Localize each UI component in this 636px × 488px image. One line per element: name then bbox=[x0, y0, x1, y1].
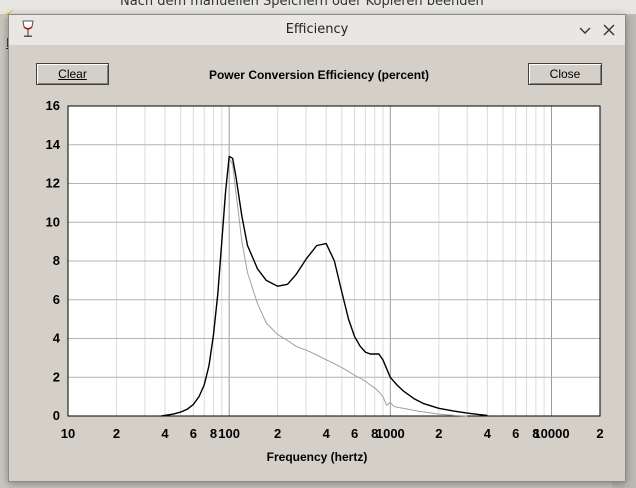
y-tick-label: 2 bbox=[53, 369, 60, 384]
efficiency-series-line bbox=[161, 155, 488, 417]
x-tick-label: 8 bbox=[371, 426, 378, 441]
plot-border bbox=[67, 105, 601, 417]
y-tick-label: 0 bbox=[53, 408, 60, 423]
x-axis-label: Frequency (hertz) bbox=[266, 450, 368, 464]
y-tick-label: 6 bbox=[53, 292, 60, 307]
y-tick-label: 12 bbox=[46, 176, 60, 191]
background-window-text: Nach dem manuellen Speichern oder Kopier… bbox=[120, 0, 484, 9]
chevron-down-icon[interactable] bbox=[573, 18, 597, 42]
x-tick-label: 10 bbox=[61, 426, 75, 441]
x-tick-label: 6 bbox=[190, 426, 197, 441]
x-tick-label: 4 bbox=[161, 426, 169, 441]
wine-glass-icon bbox=[22, 20, 34, 37]
x-tick-label: 4 bbox=[323, 426, 331, 441]
x-tick-label: 6 bbox=[351, 426, 358, 441]
window-title: Efficiency bbox=[285, 22, 349, 37]
chart-title: Power Conversion Efficiency (percent) bbox=[208, 68, 430, 82]
close-button[interactable]: Close bbox=[528, 63, 602, 85]
x-tick-label: 6 bbox=[512, 426, 519, 441]
background-window-strip: Nach dem manuellen Speichern oder Kopier… bbox=[0, 0, 636, 14]
y-tick-label: 14 bbox=[46, 137, 61, 152]
x-tick-label: 100 bbox=[218, 426, 240, 441]
x-tick-label: 8 bbox=[532, 426, 539, 441]
title-bar[interactable]: Efficiency bbox=[9, 15, 625, 45]
efficiency-window: Efficiency Clear Power Conversion Effici… bbox=[8, 14, 626, 482]
x-tick-label: 2 bbox=[596, 426, 603, 441]
y-tick-label: 10 bbox=[46, 214, 60, 229]
y-tick-label: 4 bbox=[53, 331, 61, 346]
clear-button[interactable]: Clear bbox=[36, 63, 109, 85]
x-tick-label: 2 bbox=[435, 426, 442, 441]
x-tick-label: 2 bbox=[274, 426, 281, 441]
x-tick-label: 1000 bbox=[376, 426, 405, 441]
x-tick-label: 4 bbox=[484, 426, 492, 441]
y-tick-label: 16 bbox=[46, 98, 60, 113]
close-icon[interactable] bbox=[597, 18, 621, 42]
y-tick-label: 8 bbox=[53, 253, 60, 268]
x-tick-label: 2 bbox=[113, 426, 120, 441]
x-tick-label: 10000 bbox=[533, 426, 569, 441]
x-tick-label: 8 bbox=[210, 426, 217, 441]
